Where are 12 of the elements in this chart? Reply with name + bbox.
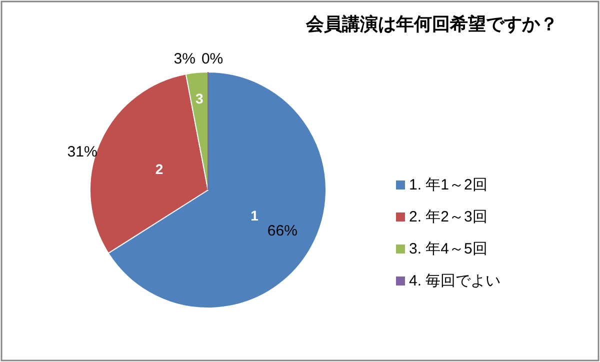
data-label: 66% [267,222,298,240]
text: 2 [155,160,164,177]
legend-label: 2. 年2～3回 [409,208,488,226]
data-label: 31% [67,144,98,161]
text: 0% [201,50,224,68]
legend-label: 3. 年4～5回 [409,240,488,258]
legend-label: 1. 年1～2回 [409,176,488,194]
text: 1 [250,208,258,224]
text: 3 [195,90,204,106]
data-label: 3% [174,50,196,68]
legend-label: 4. 毎回でよい [409,272,501,290]
chart-title: 会員講演は年何回希望ですか？ [305,14,558,34]
